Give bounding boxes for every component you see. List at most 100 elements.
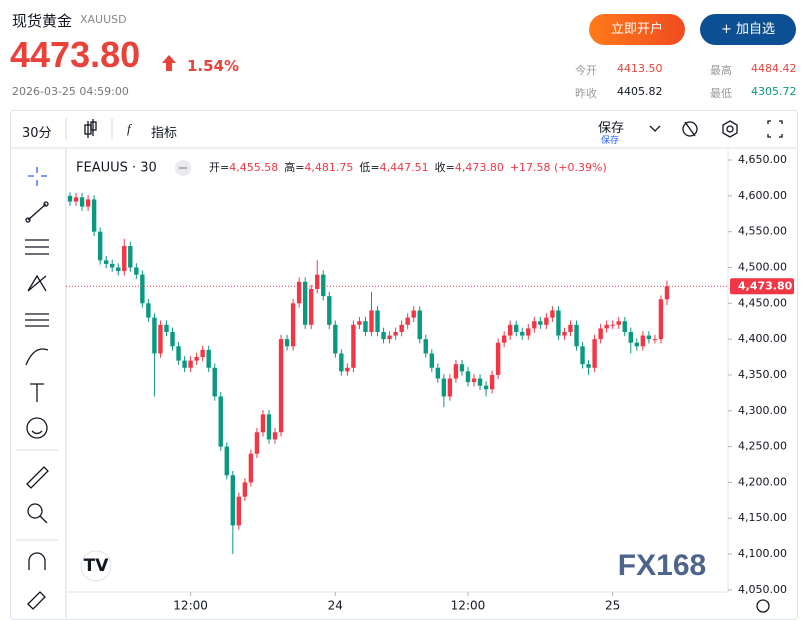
candle-body	[97, 231, 103, 261]
candle-body	[327, 296, 332, 325]
y-tick-label: 4,100.00	[738, 547, 787, 560]
candle-body	[200, 349, 205, 358]
candle-body	[152, 317, 157, 354]
candle-body	[435, 367, 441, 379]
y-tick-label: 4,050.00	[738, 583, 787, 596]
candle-body	[79, 197, 85, 207]
candle-body	[622, 321, 627, 332]
stat-label: 最低	[710, 87, 732, 100]
candle-body	[411, 310, 416, 318]
candle-body	[568, 324, 573, 332]
candle-body	[405, 317, 410, 325]
candle-body	[417, 310, 422, 340]
watermark: FX168	[618, 549, 706, 582]
candle-body	[315, 274, 320, 289]
candle-body	[369, 310, 374, 332]
candle-body	[471, 378, 477, 383]
candle-body	[309, 288, 314, 325]
candle-body	[495, 342, 501, 375]
candle-body	[363, 321, 368, 332]
candle-body	[526, 328, 531, 336]
candle-body	[182, 360, 187, 368]
candle-body	[236, 496, 242, 526]
candle-body	[544, 317, 549, 325]
candle-body	[248, 453, 254, 483]
open-account-button[interactable]: 立即开户	[589, 14, 685, 45]
candle-body	[459, 364, 465, 372]
candle-body	[164, 324, 169, 332]
candle-body	[586, 364, 591, 368]
candle-body	[429, 353, 434, 368]
candle-body	[230, 475, 236, 526]
legend-label: 开=	[209, 161, 229, 174]
candle-body	[242, 482, 248, 497]
x-tick-label: 25	[605, 599, 620, 613]
up-arrow	[162, 55, 176, 71]
legend-value: 4,455.58	[229, 161, 278, 174]
candle-body	[345, 367, 350, 372]
candle-body	[321, 274, 326, 297]
legend-label: 低=	[359, 161, 379, 174]
candle-body	[628, 331, 633, 343]
candle-body	[296, 281, 302, 304]
candle-body	[514, 324, 519, 332]
svg-text:f: f	[127, 121, 133, 136]
stat-label: 最高	[710, 64, 732, 77]
candle-body	[574, 324, 579, 347]
y-tick-label: 4,650.00	[738, 153, 787, 166]
y-tick-label: 4,350.00	[738, 368, 787, 381]
candle-body	[477, 378, 483, 386]
toolbar-icons: f	[10, 118, 796, 618]
candle-body	[381, 331, 386, 340]
legend-value: 4,473.80	[455, 161, 504, 174]
candle-body	[550, 310, 555, 318]
y-tick-label: 4,400.00	[738, 332, 787, 345]
candle-body	[260, 414, 266, 433]
candle-body	[634, 342, 640, 347]
add-watchlist-button[interactable]: + 加自选	[700, 14, 796, 45]
candle-body	[652, 339, 658, 341]
candle-body	[532, 321, 537, 329]
y-tick-label: 4,150.00	[738, 511, 787, 524]
candle-body	[580, 346, 585, 365]
candle-body	[640, 335, 646, 347]
candle-body	[272, 432, 278, 440]
candle-body	[562, 331, 567, 336]
save-button[interactable]: 保存	[598, 121, 625, 136]
candle-body	[592, 339, 597, 368]
candle-body	[357, 321, 362, 325]
stat-label: 昨收	[575, 87, 597, 100]
candle-body	[290, 303, 296, 347]
tv-logo: TV	[84, 556, 110, 576]
candle-body	[116, 267, 121, 272]
interval-button[interactable]: 30分	[22, 126, 52, 141]
candle-body	[103, 260, 109, 264]
candle-body	[212, 367, 217, 397]
candle-body	[176, 346, 181, 361]
candle-body	[158, 324, 163, 354]
stat-value: 4405.82	[617, 85, 663, 98]
candle-body	[302, 281, 308, 325]
candle-body	[122, 245, 127, 272]
candle-body	[489, 374, 495, 390]
candle-body	[134, 267, 139, 275]
candle-body	[206, 349, 211, 368]
symbol: XAUUSD	[80, 13, 127, 26]
candle-body	[453, 364, 459, 379]
stat-label: 今开	[575, 64, 597, 77]
timestamp: 2026-03-25 04:59:00	[12, 85, 129, 98]
candle-body	[188, 360, 193, 368]
legend-label: 收=	[435, 160, 455, 174]
candle-body	[278, 339, 284, 433]
candle-body	[664, 286, 670, 300]
candle-body	[501, 335, 507, 343]
last-price-label: 4,473.80	[738, 279, 793, 292]
candle-body	[387, 335, 392, 340]
candle-body	[538, 321, 543, 325]
candle-body	[598, 328, 603, 340]
save-sub: 保存	[601, 136, 620, 146]
candle-body	[85, 199, 91, 207]
indicators-button[interactable]: 指标	[151, 126, 178, 141]
stat-value: 4305.72	[751, 85, 797, 98]
